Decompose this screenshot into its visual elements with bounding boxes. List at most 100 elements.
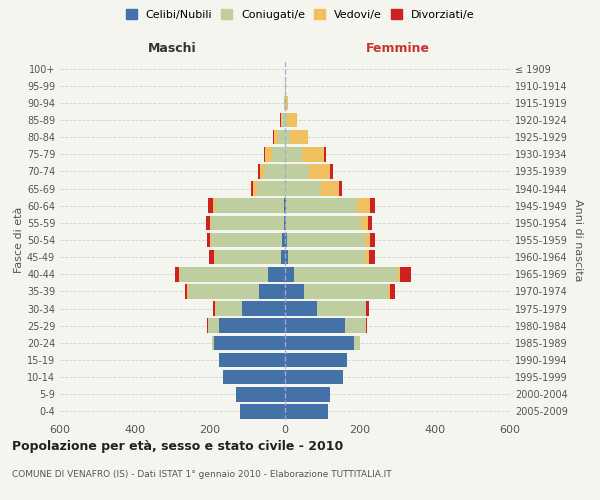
Bar (340, 182, 343, 196)
Bar (214, 302, 215, 316)
Bar (398, 267, 400, 281)
Bar (283, 112, 285, 128)
Bar (207, 232, 210, 248)
Bar (285, 404, 328, 418)
Bar (206, 318, 208, 333)
Bar (285, 387, 330, 402)
Bar (323, 147, 325, 162)
Bar (288, 250, 365, 264)
Bar (272, 147, 285, 162)
Bar (215, 250, 281, 264)
Bar (210, 232, 211, 248)
Bar (290, 130, 308, 144)
Bar (242, 302, 285, 316)
Bar (365, 232, 370, 248)
Bar (253, 182, 257, 196)
Bar (284, 216, 285, 230)
Bar (236, 387, 285, 402)
Bar (268, 267, 285, 281)
Bar (302, 147, 323, 162)
Bar (179, 267, 180, 281)
Bar (286, 96, 287, 110)
Bar (285, 336, 355, 350)
Y-axis label: Fasce di età: Fasce di età (14, 207, 24, 273)
Bar (285, 130, 290, 144)
Bar (264, 147, 265, 162)
Bar (285, 182, 320, 196)
Bar (367, 302, 369, 316)
Bar (285, 284, 304, 298)
Bar (295, 267, 398, 281)
Bar (365, 250, 368, 264)
Bar (208, 198, 213, 213)
Bar (260, 164, 265, 178)
Bar (317, 302, 365, 316)
Bar (282, 232, 285, 248)
Bar (367, 216, 372, 230)
Bar (361, 216, 367, 230)
Bar (213, 198, 215, 213)
Bar (368, 250, 374, 264)
Bar (286, 216, 361, 230)
Bar (285, 267, 295, 281)
Bar (284, 96, 285, 110)
Bar (366, 318, 367, 333)
Bar (285, 250, 288, 264)
Bar (220, 352, 285, 368)
Bar (209, 250, 214, 264)
Bar (285, 112, 287, 128)
Bar (206, 216, 210, 230)
Bar (223, 370, 285, 384)
Bar (388, 284, 389, 298)
Bar (274, 130, 278, 144)
Bar (278, 130, 285, 144)
Bar (211, 216, 284, 230)
Bar (285, 318, 345, 333)
Bar (284, 198, 285, 213)
Bar (285, 164, 310, 178)
Bar (214, 250, 215, 264)
Bar (285, 147, 302, 162)
Bar (330, 164, 333, 178)
Bar (251, 182, 253, 196)
Bar (180, 267, 268, 281)
Bar (355, 336, 360, 350)
Bar (265, 147, 272, 162)
Bar (357, 198, 370, 213)
Bar (273, 130, 274, 144)
Bar (285, 216, 286, 230)
Bar (370, 198, 376, 213)
Bar (370, 232, 374, 248)
Bar (265, 164, 285, 178)
Bar (210, 216, 211, 230)
Bar (310, 164, 330, 178)
Text: Popolazione per età, sesso e stato civile - 2010: Popolazione per età, sesso e stato civil… (12, 440, 343, 453)
Bar (281, 112, 283, 128)
Bar (389, 284, 395, 298)
Bar (281, 250, 285, 264)
Bar (215, 198, 284, 213)
Bar (285, 232, 287, 248)
Text: Maschi: Maschi (148, 42, 197, 55)
Bar (258, 164, 260, 178)
Text: Femmine: Femmine (365, 42, 430, 55)
Legend: Celibi/Nubili, Coniugati/e, Vedovi/e, Divorziati/e: Celibi/Nubili, Coniugati/e, Vedovi/e, Di… (122, 6, 478, 23)
Bar (285, 370, 343, 384)
Bar (286, 198, 357, 213)
Bar (400, 267, 410, 281)
Bar (175, 267, 179, 281)
Bar (211, 232, 282, 248)
Bar (320, 182, 340, 196)
Bar (240, 404, 285, 418)
Bar (287, 112, 297, 128)
Bar (285, 302, 317, 316)
Bar (214, 336, 285, 350)
Bar (257, 182, 284, 196)
Bar (187, 284, 259, 298)
Bar (304, 284, 388, 298)
Bar (208, 318, 220, 333)
Bar (285, 198, 286, 213)
Text: COMUNE DI VENAFRO (IS) - Dati ISTAT 1° gennaio 2010 - Elaborazione TUTTITALIA.IT: COMUNE DI VENAFRO (IS) - Dati ISTAT 1° g… (12, 470, 392, 479)
Bar (259, 284, 285, 298)
Y-axis label: Anni di nascita: Anni di nascita (573, 198, 583, 281)
